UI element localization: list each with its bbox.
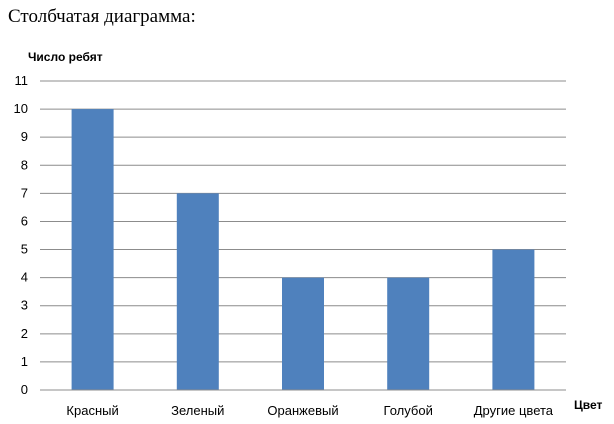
y-tick-label: 2 bbox=[21, 326, 28, 341]
y-tick-label: 9 bbox=[21, 129, 28, 144]
bar-1 bbox=[176, 193, 219, 390]
bars bbox=[71, 109, 535, 390]
page-heading: Столбчатая диаграмма: bbox=[8, 6, 196, 27]
y-axis-title: Число ребят bbox=[28, 50, 103, 64]
y-tick-label: 1 bbox=[21, 354, 28, 369]
x-category-label: Голубой bbox=[384, 403, 433, 418]
y-tick-label: 8 bbox=[21, 157, 28, 172]
x-category-label: Оранжевый bbox=[267, 403, 338, 418]
y-tick-label: 6 bbox=[21, 213, 28, 228]
y-tick-label: 7 bbox=[21, 185, 28, 200]
bar-4 bbox=[492, 249, 535, 390]
y-tick-label: 5 bbox=[21, 242, 28, 257]
y-axis-ticks: 0 1 2 3 4 5 6 7 8 9 10 11 bbox=[14, 73, 28, 397]
y-tick-label: 0 bbox=[21, 382, 28, 397]
x-category-label: Красный bbox=[66, 403, 118, 418]
x-axis-title: Цвет bbox=[574, 398, 603, 412]
x-category-label: Другие цвета bbox=[474, 403, 554, 418]
bar-0 bbox=[71, 109, 114, 390]
x-category-label: Зеленый bbox=[171, 403, 224, 418]
bar-2 bbox=[282, 277, 324, 390]
y-tick-label: 3 bbox=[21, 298, 28, 313]
y-tick-label: 10 bbox=[14, 101, 28, 116]
x-axis-categories: Красный Зеленый Оранжевый Голубой Другие цве… bbox=[66, 403, 553, 418]
y-tick-label: 4 bbox=[21, 270, 28, 285]
bar-3 bbox=[387, 277, 430, 390]
y-tick-label: 11 bbox=[15, 73, 29, 88]
